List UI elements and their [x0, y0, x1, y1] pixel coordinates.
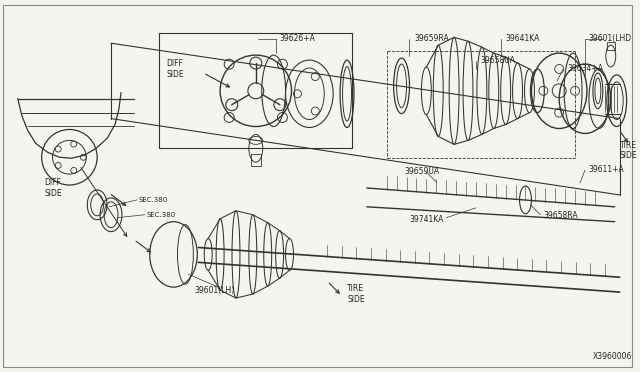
- Text: 39658RA: 39658RA: [543, 211, 578, 220]
- Text: 39626+A: 39626+A: [280, 34, 316, 43]
- Text: 39659RA: 39659RA: [415, 34, 449, 43]
- Text: X3960006: X3960006: [593, 352, 632, 361]
- Text: SEC.380: SEC.380: [139, 197, 168, 203]
- Text: 39611+A: 39611+A: [588, 165, 624, 174]
- Text: 39741KA: 39741KA: [410, 215, 444, 224]
- Text: 39659UA: 39659UA: [404, 167, 440, 176]
- Bar: [607, 42, 615, 50]
- Text: 39634+A: 39634+A: [567, 64, 603, 73]
- Text: 39601(LHD: 39601(LHD: [588, 34, 631, 43]
- Text: DIFF
SIDE: DIFF SIDE: [45, 178, 62, 198]
- Text: 39601(LH): 39601(LH): [195, 286, 235, 295]
- Text: TIRE
SIDE: TIRE SIDE: [347, 284, 365, 304]
- Text: DIFF
SIDE: DIFF SIDE: [166, 59, 184, 79]
- Text: 39641KA: 39641KA: [506, 34, 540, 43]
- Bar: [251, 154, 260, 166]
- Text: SEC.380: SEC.380: [147, 212, 176, 218]
- Text: TIRE
SIDE: TIRE SIDE: [620, 141, 637, 160]
- Text: 39658UA: 39658UA: [481, 55, 516, 65]
